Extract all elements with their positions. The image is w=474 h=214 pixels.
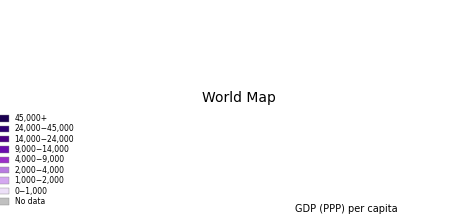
Legend: 45,000+, 24,000−45,000, 14,000−24,000, 9,000−14,000, 4,000−9,000, 2,000−4,000, 1: 45,000+, 24,000−45,000, 14,000−24,000, 9… bbox=[0, 114, 74, 206]
Text: GDP (PPP) per capita: GDP (PPP) per capita bbox=[295, 204, 398, 214]
Text: World Map: World Map bbox=[202, 91, 276, 105]
